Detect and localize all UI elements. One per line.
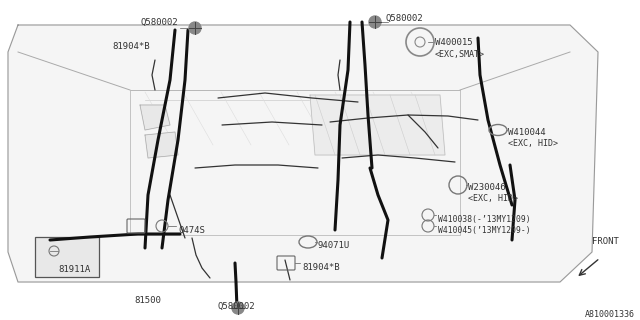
Polygon shape <box>8 25 598 282</box>
Text: FRONT: FRONT <box>592 237 619 246</box>
Text: <EXC, HID>: <EXC, HID> <box>468 194 518 203</box>
Text: W400015: W400015 <box>435 38 472 47</box>
Text: W410044: W410044 <box>508 128 546 137</box>
Text: W230046: W230046 <box>468 183 506 192</box>
Text: Q580002: Q580002 <box>217 302 255 311</box>
Text: A810001336: A810001336 <box>585 310 635 319</box>
Circle shape <box>369 16 381 28</box>
Text: 81911A: 81911A <box>58 265 90 274</box>
Polygon shape <box>140 105 170 130</box>
Circle shape <box>189 22 201 34</box>
Text: 94071U: 94071U <box>318 241 350 250</box>
Text: Q580002: Q580002 <box>140 18 178 27</box>
Text: Q580002: Q580002 <box>385 14 422 23</box>
Text: 0474S: 0474S <box>178 226 205 235</box>
Text: W410045(’13MY1209-): W410045(’13MY1209-) <box>438 226 531 235</box>
Text: W410038(-’13MY1209): W410038(-’13MY1209) <box>438 215 531 224</box>
Text: 81500: 81500 <box>134 296 161 305</box>
Text: 81904*B: 81904*B <box>112 42 150 51</box>
Polygon shape <box>310 95 445 155</box>
Text: <EXC, HID>: <EXC, HID> <box>508 139 558 148</box>
Text: <EXC,SMAT>: <EXC,SMAT> <box>435 50 485 59</box>
FancyBboxPatch shape <box>35 237 99 277</box>
Circle shape <box>232 302 244 314</box>
Polygon shape <box>145 132 178 158</box>
Text: 81904*B: 81904*B <box>302 263 340 272</box>
